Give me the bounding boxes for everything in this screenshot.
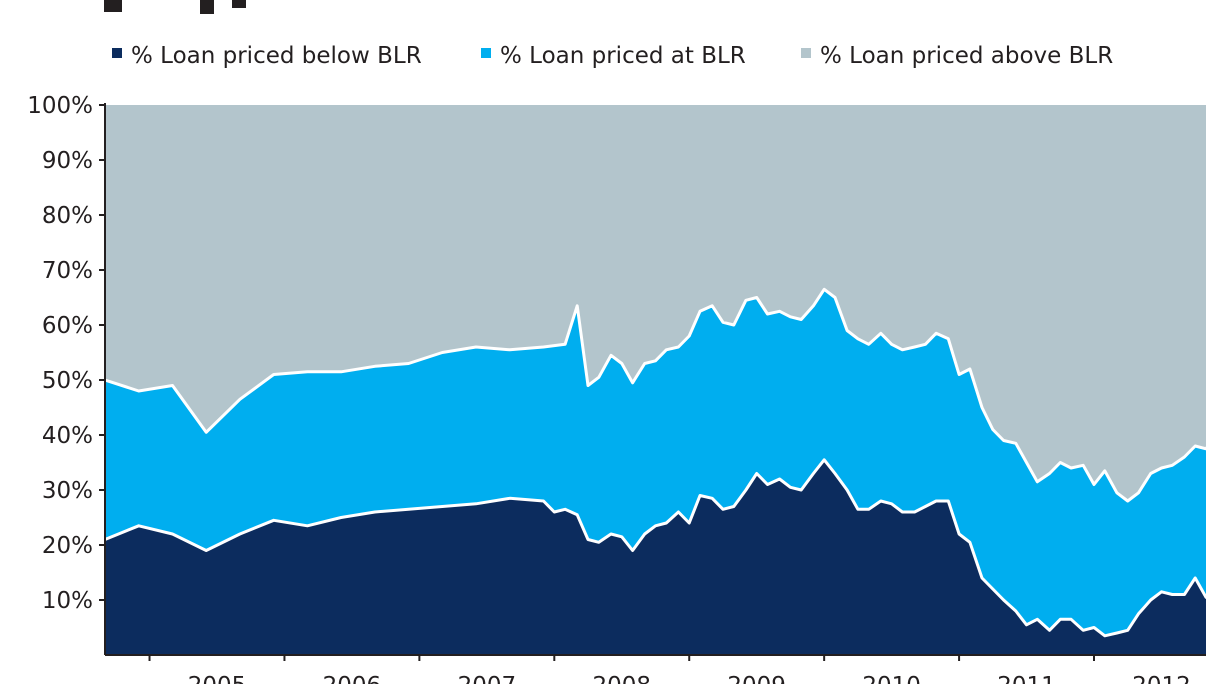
boundary-line-below-blr bbox=[105, 458, 1206, 638]
x-tick-label: 2005 bbox=[188, 673, 247, 684]
x-tick-label: 2006 bbox=[323, 673, 382, 684]
legend-swatch-below-blr bbox=[112, 48, 122, 58]
x-tick-label: 2012 bbox=[1132, 673, 1191, 684]
y-tick-label: 20% bbox=[42, 533, 93, 559]
x-axis-tick-labels: 2005 2006 2007 2008 2009 2010 2011 2012 bbox=[188, 673, 1191, 684]
y-tick-label: 40% bbox=[42, 423, 93, 449]
plot-area bbox=[105, 105, 1206, 655]
axes bbox=[99, 103, 1206, 661]
legend-swatch-above-blr bbox=[801, 48, 811, 58]
y-axis-tick-labels: 10% 20% 30% 40% 50% 60% 70% 80% 90% 100% bbox=[27, 93, 93, 614]
x-tick-label: 2008 bbox=[592, 673, 651, 684]
boundary-line-at-blr bbox=[105, 287, 1206, 503]
legend-label-below-blr: % Loan priced below BLR bbox=[131, 43, 422, 69]
y-tick-label: 100% bbox=[27, 93, 93, 119]
x-tick-label: 2007 bbox=[458, 673, 517, 684]
y-tick-label: 10% bbox=[42, 588, 93, 614]
y-tick-label: 60% bbox=[42, 313, 93, 339]
y-tick-label: 30% bbox=[42, 478, 93, 504]
x-tick-label: 2010 bbox=[862, 673, 921, 684]
y-tick-label: 80% bbox=[42, 203, 93, 229]
legend-label-at-blr: % Loan priced at BLR bbox=[500, 43, 746, 69]
x-tick-label: 2009 bbox=[727, 673, 786, 684]
title-fragment bbox=[104, 0, 246, 14]
legend: % Loan priced below BLR % Loan priced at… bbox=[112, 43, 1113, 69]
area-below-blr bbox=[105, 459, 1206, 655]
legend-label-above-blr: % Loan priced above BLR bbox=[820, 43, 1113, 69]
x-tick-label: 2011 bbox=[997, 673, 1056, 684]
legend-swatch-at-blr bbox=[481, 48, 491, 58]
y-tick-label: 90% bbox=[42, 148, 93, 174]
y-tick-label: 50% bbox=[42, 368, 93, 394]
y-tick-label: 70% bbox=[42, 258, 93, 284]
